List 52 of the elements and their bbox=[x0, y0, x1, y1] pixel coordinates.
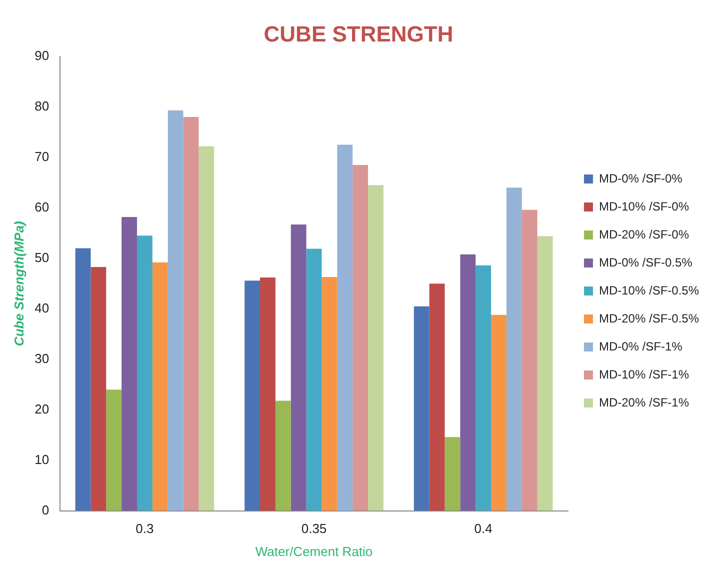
bar bbox=[275, 400, 291, 511]
bar bbox=[260, 278, 276, 511]
bar bbox=[429, 284, 445, 511]
bar bbox=[491, 314, 506, 511]
x-tick-label: 0.4 bbox=[474, 521, 492, 536]
y-tick-label: 80 bbox=[34, 98, 50, 114]
legend-label: MD-10% /SF-0% bbox=[598, 199, 690, 214]
bar bbox=[337, 144, 353, 511]
legend-label: MD-20% /SF-0% bbox=[598, 227, 690, 242]
bar bbox=[75, 248, 91, 511]
bar bbox=[460, 254, 476, 511]
bar bbox=[476, 265, 492, 511]
y-tick-label: 20 bbox=[34, 401, 50, 416]
bar bbox=[152, 262, 168, 511]
y-tick-label: 90 bbox=[34, 48, 50, 63]
x-tick-label: 0.35 bbox=[301, 521, 327, 536]
bar bbox=[522, 210, 538, 511]
bar bbox=[368, 185, 384, 511]
legend-label: MD-20% /SF-1% bbox=[598, 395, 690, 410]
y-tick-label: 60 bbox=[34, 199, 50, 214]
bar bbox=[198, 146, 214, 511]
y-tick-label: 40 bbox=[34, 300, 50, 316]
bar bbox=[168, 110, 184, 511]
y-tick-label: 50 bbox=[34, 250, 50, 265]
x-tick-label: 0.3 bbox=[136, 521, 154, 536]
bar bbox=[306, 248, 322, 511]
y-tick-label: 10 bbox=[34, 452, 50, 467]
chart-title: CUBE STRENGTH bbox=[264, 21, 454, 46]
bar bbox=[183, 116, 199, 511]
legend-label: MD-0% /SF-0.5% bbox=[598, 255, 693, 270]
y-tick-label: 70 bbox=[34, 148, 50, 164]
bar bbox=[290, 224, 306, 511]
bar bbox=[352, 164, 368, 511]
bar bbox=[106, 390, 122, 511]
bar bbox=[444, 437, 460, 511]
y-tick-label: 0 bbox=[42, 502, 50, 518]
y-tick-label: 30 bbox=[34, 350, 50, 366]
bar bbox=[506, 188, 522, 511]
bar bbox=[244, 280, 260, 511]
legend-label: MD-10% /SF-0.5% bbox=[598, 283, 700, 298]
legend-label: MD-0% /SF-0% bbox=[598, 171, 683, 186]
legend-label: MD-0% /SF-1% bbox=[598, 339, 683, 354]
bar bbox=[90, 266, 106, 511]
x-axis-title: Water/Cement Ratio bbox=[255, 544, 373, 559]
y-axis-title: Cube Strength(MPa) bbox=[11, 221, 26, 346]
legend-label: MD-10% /SF-1% bbox=[598, 367, 690, 382]
legend-label: MD-20% /SF-0.5% bbox=[598, 311, 700, 326]
bar bbox=[414, 306, 430, 511]
bar bbox=[537, 236, 553, 511]
bar bbox=[322, 277, 338, 511]
bar bbox=[137, 236, 152, 511]
bar bbox=[122, 216, 137, 511]
